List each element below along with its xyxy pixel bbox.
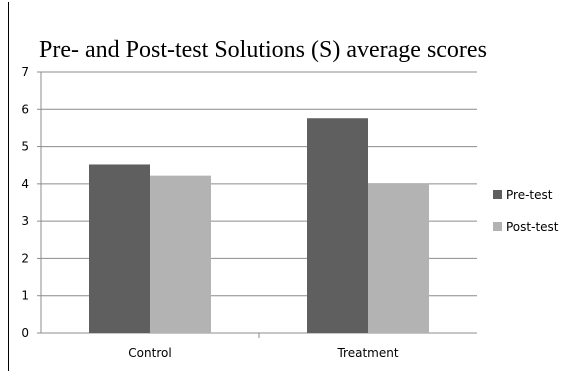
bar-post-test-control: [150, 175, 211, 333]
chart-title: Pre- and Post-test Solutions (S) average…: [39, 37, 487, 63]
legend-label-pre-test: Pre-test: [506, 188, 553, 202]
bar-post-test-treatment: [368, 183, 429, 333]
y-tick-label: 4: [21, 177, 29, 191]
y-axis-tick-labels: 0 1 2 3 4 5 6 7: [21, 65, 29, 340]
bar-pre-test-treatment: [307, 118, 368, 333]
bars: [89, 118, 429, 333]
y-tick-label: 6: [21, 102, 29, 116]
y-tick-label: 2: [21, 251, 29, 265]
legend: Pre-test Post-test: [493, 188, 559, 234]
chart-container: Pre- and Post-test Solutions (S) average…: [8, 2, 572, 371]
x-tick-label: Treatment: [336, 346, 398, 360]
y-tick-label: 5: [21, 140, 29, 154]
legend-label-post-test: Post-test: [506, 220, 559, 234]
y-tick-label: 0: [21, 326, 29, 340]
legend-swatch-post-test: [493, 222, 502, 231]
y-tick-label: 3: [21, 214, 29, 228]
bar-pre-test-control: [89, 164, 150, 333]
bar-chart: Pre- and Post-test Solutions (S) average…: [21, 37, 559, 360]
legend-swatch-pre-test: [493, 190, 502, 199]
x-tick-label: Control: [128, 346, 171, 360]
y-tick-label: 7: [21, 65, 29, 79]
x-axis-tick-labels: Control Treatment: [128, 346, 399, 360]
y-tick-label: 1: [21, 289, 29, 303]
